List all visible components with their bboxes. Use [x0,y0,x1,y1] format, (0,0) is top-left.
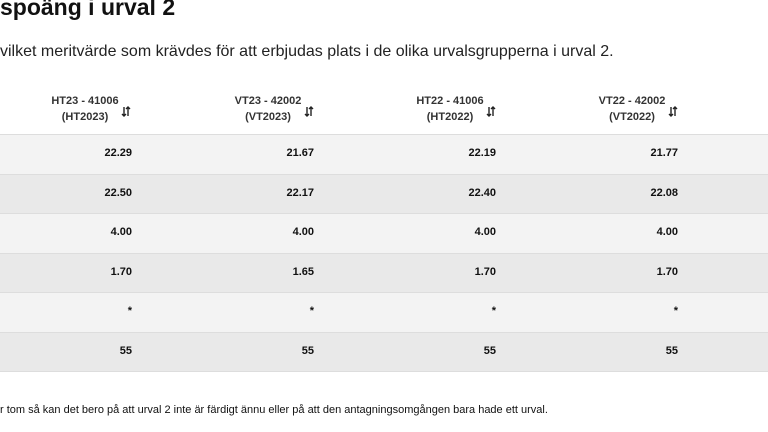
table-cell: 22.19 [468,147,496,159]
table-row [0,134,768,174]
table-cell: 55 [119,344,132,357]
table-cell: * [127,305,132,317]
table-cell: 1.65 [292,265,314,278]
table-cell: 21.77 [650,147,678,159]
table-cell: 55 [301,344,314,357]
column-header-line1: HT22 - 41006 [416,95,484,107]
column-header-line1: VT22 - 42002 [598,95,666,107]
table-cell: 22.17 [286,186,314,199]
table-row [0,331,768,372]
table-cell: 4.00 [656,226,678,238]
table-cell: * [673,305,678,317]
page-subtitle: vilket meritvärde som krävdes för att er… [0,43,614,60]
column-header-line2: (VT2022) [609,111,655,123]
table-cell: 22.29 [104,147,132,159]
sort-icon[interactable] [668,104,678,122]
table-row [0,252,768,293]
table-row [0,292,768,332]
sort-icon[interactable] [304,104,314,122]
table-cell: 1.70 [474,265,496,278]
table-cell: 1.70 [656,265,678,278]
sort-icon[interactable] [121,104,131,122]
table-cell: 55 [483,344,496,357]
table-bottom-border [0,371,768,372]
table-cell: * [309,305,314,317]
sort-icon[interactable] [486,104,496,122]
table-cell: 22.40 [468,186,496,199]
table-row [0,173,768,214]
table-cell: 4.00 [110,226,132,238]
table-cell: 21.67 [286,147,314,159]
column-header-line2: (HT2022) [426,111,474,123]
column-header-line1: VT23 - 42002 [234,95,302,107]
table-cell: 4.00 [474,226,496,238]
page-title: spoäng i urval 2 [0,0,176,20]
column-header-line2: (VT2023) [245,111,291,123]
table-cell: 22.08 [650,186,678,199]
table-cell: 55 [665,344,678,357]
table-cell: 4.00 [292,226,314,238]
footnote: r tom så kan det bero på att urval 2 int… [0,404,548,416]
column-header-line1: HT23 - 41006 [51,95,119,107]
column-header-line2: (HT2023) [61,111,109,123]
table-cell: 1.70 [110,265,132,278]
table-cell: * [491,305,496,317]
table-row [0,213,768,253]
table-cell: 22.50 [104,186,132,199]
